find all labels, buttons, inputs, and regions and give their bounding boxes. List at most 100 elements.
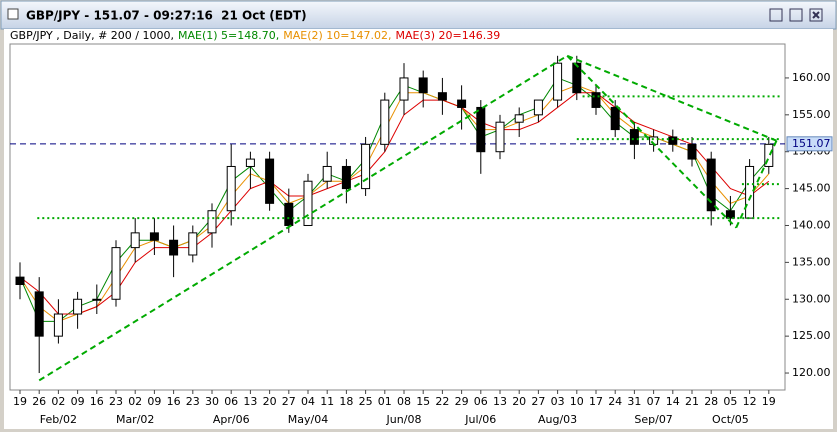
- candle-body: [265, 158, 275, 204]
- title-bar: [0, 0, 837, 30]
- candle-body: [53, 313, 63, 337]
- y-tick-label: 125.00: [792, 329, 831, 342]
- x-tick-label: 27: [531, 395, 545, 408]
- candle-body: [572, 62, 582, 94]
- current-price-box: [786, 136, 833, 152]
- month-label: Mar/02: [116, 413, 154, 426]
- candle-body: [361, 143, 371, 190]
- x-tick-label: 16: [90, 395, 104, 408]
- month-label: Sep/07: [634, 413, 672, 426]
- candle-body: [610, 106, 620, 131]
- y-tick-label: 130.00: [792, 292, 831, 305]
- y-tick-label: 135.00: [792, 255, 831, 268]
- candle-body: [437, 92, 447, 101]
- candle-body: [111, 247, 121, 300]
- moving-average: [19, 92, 770, 315]
- candle-body: [169, 239, 179, 256]
- candle-body: [34, 291, 44, 337]
- x-tick-label: 04: [301, 395, 315, 408]
- candle-body: [284, 202, 294, 226]
- month-label: Jun/08: [386, 413, 422, 426]
- close-button[interactable]: [809, 8, 823, 22]
- candle-body: [226, 165, 236, 212]
- legend-entry: MAE(1) 5=148.70,: [178, 29, 279, 42]
- x-tick-label: 06: [474, 395, 488, 408]
- x-tick-label: 26: [32, 395, 46, 408]
- x-tick-label: 25: [359, 395, 373, 408]
- x-tick-label: 23: [109, 395, 123, 408]
- trendline: [566, 54, 777, 142]
- maximize-button[interactable]: [789, 8, 803, 22]
- x-tick-label: 14: [666, 395, 680, 408]
- legend-subtitle: GBP/JPY , Daily, # 200 / 1000,: [10, 29, 174, 42]
- x-tick-label: 13: [493, 395, 507, 408]
- y-tick-label: 120.00: [792, 366, 831, 379]
- legend: GBP/JPY , Daily, # 200 / 1000, MAE(1) 5=1…: [10, 29, 500, 42]
- candle-body: [533, 99, 543, 116]
- moving-average: [19, 84, 770, 322]
- x-tick-label: 17: [589, 395, 603, 408]
- x-tick-label: 08: [397, 395, 411, 408]
- close-icon: [812, 11, 820, 19]
- x-tick-label: 02: [51, 395, 65, 408]
- x-tick-label: 01: [378, 395, 392, 408]
- plot-area: [9, 43, 786, 391]
- x-tick-label: 12: [743, 395, 757, 408]
- candle-body: [92, 298, 102, 301]
- x-tick-label: 06: [224, 395, 238, 408]
- candle-body: [725, 210, 735, 219]
- moving-average: [19, 77, 770, 322]
- legend-entry: MAE(3) 20=146.39: [395, 29, 500, 42]
- candle-body: [73, 298, 83, 315]
- candle-body: [745, 165, 755, 219]
- x-tick-label: 03: [551, 395, 565, 408]
- window-icon: [7, 8, 19, 20]
- x-tick-label: 28: [704, 395, 718, 408]
- x-tick-label: 20: [263, 395, 277, 408]
- candle-body: [514, 114, 524, 123]
- candle-body: [553, 62, 563, 101]
- trendline: [38, 54, 568, 382]
- x-tick-label: 27: [282, 395, 296, 408]
- x-tick-label: 29: [455, 395, 469, 408]
- x-tick-label: 18: [339, 395, 353, 408]
- month-label: Feb/02: [40, 413, 77, 426]
- candle-body: [399, 77, 409, 101]
- candle-body: [668, 136, 678, 145]
- x-tick-label: 19: [762, 395, 776, 408]
- candle-body: [476, 106, 486, 153]
- y-tick-label: 160.00: [792, 71, 831, 84]
- candle-body: [341, 165, 351, 190]
- current-price-label: 151.07: [792, 137, 831, 150]
- candle-body: [149, 232, 159, 241]
- candle-body: [322, 165, 332, 182]
- candle-body: [687, 143, 697, 160]
- x-tick-label: 24: [608, 395, 622, 408]
- x-tick-label: 22: [435, 395, 449, 408]
- x-tick-label: 07: [647, 395, 661, 408]
- x-tick-label: 11: [320, 395, 334, 408]
- window-buttons[interactable]: [769, 8, 823, 22]
- trendline: [735, 140, 778, 229]
- candle-body: [629, 129, 639, 145]
- x-tick-label: 20: [512, 395, 526, 408]
- candle-body: [591, 92, 601, 108]
- candle-body: [303, 180, 313, 226]
- month-label: Aug/03: [538, 413, 577, 426]
- candle-body: [130, 232, 140, 249]
- x-tick-label: 05: [723, 395, 737, 408]
- candle-body: [380, 99, 390, 145]
- x-tick-label: 19: [13, 395, 27, 408]
- candle-body: [207, 210, 217, 234]
- legend-entry: MAE(2) 10=147.02,: [283, 29, 391, 42]
- candle-body: [188, 232, 198, 256]
- x-tick-label: 30: [205, 395, 219, 408]
- x-tick-label: 21: [685, 395, 699, 408]
- x-tick-label: 16: [167, 395, 181, 408]
- minimize-button[interactable]: [769, 8, 783, 22]
- y-tick-label: 145.00: [792, 182, 831, 195]
- month-label: Jul/06: [464, 413, 496, 426]
- x-tick-label: 09: [71, 395, 85, 408]
- window-title: GBP/JPY - 151.07 - 09:27:16 21 Oct (EDT): [26, 9, 307, 23]
